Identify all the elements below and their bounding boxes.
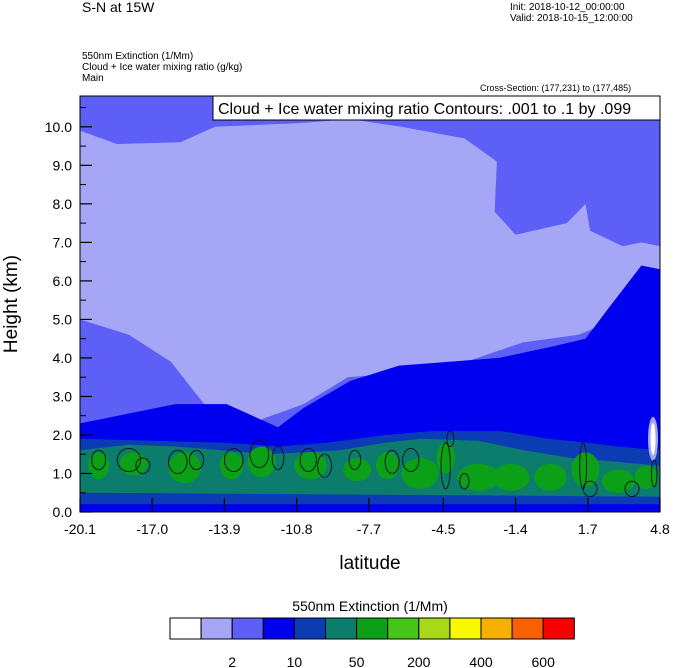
colorbar-tick-label: 400 bbox=[469, 654, 493, 668]
cloud-contour bbox=[223, 447, 244, 473]
extinction-patch-400-600 bbox=[492, 463, 530, 491]
cloud-contour bbox=[440, 442, 451, 490]
colorbar-box bbox=[262, 617, 295, 640]
cloud-contour bbox=[402, 447, 420, 473]
cloud-contour bbox=[116, 447, 142, 473]
valid-time: Valid: 2018-10-15_12:00:00 bbox=[510, 13, 633, 24]
cloud-contour bbox=[317, 453, 333, 478]
cloud-contour bbox=[582, 480, 598, 498]
x-tick-label: -1.4 bbox=[504, 521, 528, 537]
extinction-patch-400-600 bbox=[343, 458, 372, 482]
y-tick-label: 8.0 bbox=[53, 196, 73, 212]
extinction-patch-400-600 bbox=[219, 452, 244, 480]
cross-section-label: Cross-Section: (177,231) to (177,485) bbox=[480, 83, 632, 93]
cloud-contour bbox=[650, 459, 658, 488]
y-tick-label: 6.0 bbox=[53, 273, 73, 289]
y-tick-label: 5.0 bbox=[53, 311, 73, 327]
x-tick-label: -7.7 bbox=[357, 521, 381, 537]
y-axis-title: Height (km) bbox=[1, 255, 22, 353]
extinction-patch-400-600 bbox=[534, 463, 567, 491]
y-tick-label: 4.0 bbox=[53, 350, 73, 366]
colorbar-box bbox=[511, 617, 544, 640]
colorbar-box bbox=[449, 617, 482, 640]
y-tick-label: 10.0 bbox=[45, 119, 72, 135]
cloud-contour bbox=[271, 446, 285, 471]
extinction-patch-400-600 bbox=[88, 452, 110, 480]
colorbar-box bbox=[542, 617, 575, 640]
colorbar-box bbox=[387, 617, 420, 640]
init-time: Init: 2018-10-12_00:00:00 bbox=[510, 2, 625, 13]
x-tick-label: 1.7 bbox=[578, 521, 598, 537]
y-tick-label: 9.0 bbox=[53, 157, 73, 173]
extinction-patch-400-600 bbox=[601, 469, 635, 493]
x-tick-label: 4.8 bbox=[650, 521, 670, 537]
colorbar-title: 550nm Extinction (1/Mm) bbox=[292, 598, 448, 614]
field-name-cloud-ice: Cloud + Ice water mixing ratio (g/kg) bbox=[82, 62, 243, 73]
x-tick-label: -17.0 bbox=[136, 521, 168, 537]
extinction-column-core bbox=[650, 422, 656, 455]
cloud-contour bbox=[459, 473, 470, 490]
x-tick-label: -20.1 bbox=[64, 521, 96, 537]
y-tick-label: 7.0 bbox=[53, 234, 73, 250]
contour-label: Cloud + Ice water mixing ratio Contours:… bbox=[218, 101, 631, 118]
colorbar-box bbox=[480, 617, 513, 640]
colorbar-box bbox=[293, 617, 326, 640]
cloud-contour bbox=[135, 457, 151, 474]
colorbar-tick-label: 10 bbox=[287, 654, 303, 668]
cloud-contour bbox=[299, 447, 317, 473]
y-tick-label: 3.0 bbox=[53, 388, 73, 404]
cloud-contour bbox=[348, 449, 362, 471]
colorbar-tick-label: 200 bbox=[407, 654, 431, 668]
extinction-patch-400-600 bbox=[119, 452, 148, 476]
y-tick-label: 0.0 bbox=[53, 504, 73, 520]
extinction-region-2-10 bbox=[80, 119, 660, 424]
x-tick-label: -4.5 bbox=[431, 521, 455, 537]
cloud-contour bbox=[249, 440, 270, 469]
cloud-contour bbox=[624, 480, 640, 498]
colorbar-tick-label: 600 bbox=[532, 654, 556, 668]
cloud-contour bbox=[91, 449, 107, 471]
cloud-contour bbox=[189, 449, 204, 471]
field-name-main: Main bbox=[82, 73, 104, 84]
colorbar-box bbox=[325, 617, 358, 640]
y-tick-label: 1.0 bbox=[53, 465, 73, 481]
x-tick-label: -13.9 bbox=[208, 521, 240, 537]
colorbar-box bbox=[200, 617, 233, 640]
colorbar-box bbox=[169, 617, 202, 640]
extinction-patch-400-600 bbox=[294, 452, 327, 480]
extinction-patch-400-600 bbox=[375, 452, 400, 480]
extinction-patch-400-600 bbox=[571, 452, 600, 487]
extinction-patch-400-600 bbox=[457, 463, 500, 491]
y-tick-label: 2.0 bbox=[53, 427, 73, 443]
title: S-N at 15W bbox=[82, 0, 155, 15]
cloud-contour bbox=[168, 449, 188, 474]
colorbar-tick-label: 50 bbox=[349, 654, 365, 668]
field-name-extinction: 550nm Extinction (1/Mm) bbox=[82, 51, 194, 62]
colorbar-box bbox=[418, 617, 451, 640]
contour-label-box bbox=[212, 95, 661, 121]
cloud-contour bbox=[384, 449, 400, 474]
x-axis-title: latitude bbox=[339, 553, 400, 574]
colorbar-box bbox=[356, 617, 389, 640]
extinction-patch-400-600 bbox=[401, 458, 439, 489]
x-tick-label: -10.8 bbox=[281, 521, 313, 537]
extinction-patch-400-600 bbox=[168, 452, 202, 484]
cloud-contour bbox=[446, 430, 455, 447]
colorbar-box bbox=[231, 617, 264, 640]
extinction-patch-400-600 bbox=[436, 442, 456, 474]
colorbar-tick-label: 2 bbox=[228, 654, 236, 668]
